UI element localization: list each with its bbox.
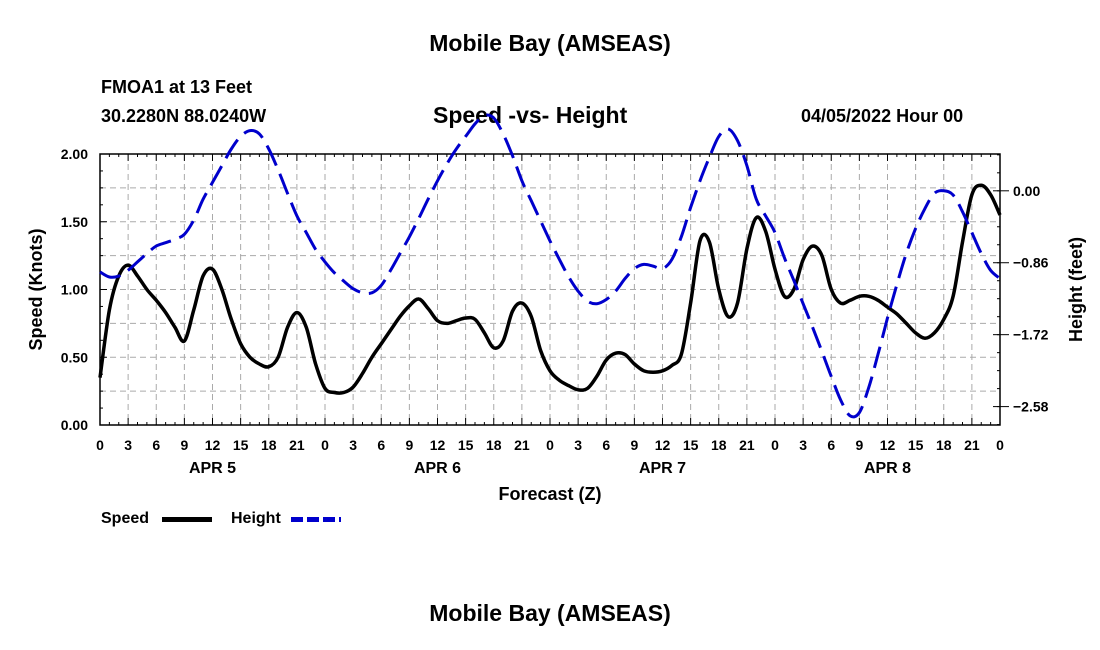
y-tick-label-right: −0.86 (1013, 255, 1049, 271)
x-tick-label: 3 (349, 437, 357, 453)
x-tick-label: 21 (739, 437, 755, 453)
day-label: APR 7 (639, 460, 686, 477)
station-coordinates: 30.2280N 88.0240W (101, 106, 267, 126)
y-tick-label-left: 0.50 (61, 349, 88, 365)
day-label: APR 6 (414, 460, 461, 477)
x-tick-label: 15 (458, 437, 474, 453)
x-tick-label: 18 (711, 437, 727, 453)
x-tick-label: 6 (602, 437, 610, 453)
legend-speed-label: Speed (101, 510, 150, 527)
x-tick-label: 15 (683, 437, 699, 453)
y-tick-label-left: 1.00 (61, 282, 88, 298)
x-tick-label: 0 (771, 437, 779, 453)
x-tick-label: 12 (205, 437, 221, 453)
x-tick-label: 21 (289, 437, 305, 453)
x-tick-label: 0 (96, 437, 104, 453)
chart-title: Mobile Bay (AMSEAS) (429, 30, 671, 56)
x-tick-label: 21 (964, 437, 980, 453)
y-tick-label-left: 2.00 (61, 146, 88, 162)
footer-title: Mobile Bay (AMSEAS) (429, 600, 671, 626)
y-tick-label-right: −2.58 (1013, 399, 1049, 415)
y-tick-label-left: 0.00 (61, 417, 88, 433)
axes (99, 153, 1009, 426)
x-tick-label: 0 (996, 437, 1004, 453)
x-tick-label: 12 (655, 437, 671, 453)
legend-height-swatch (291, 517, 341, 522)
x-tick-label: 9 (405, 437, 413, 453)
y-tick-label-right: 0.00 (1013, 183, 1040, 199)
forecast-datetime: 04/05/2022 Hour 00 (801, 106, 964, 126)
x-tick-label: 15 (908, 437, 924, 453)
x-tick-label: 18 (936, 437, 952, 453)
x-tick-label: 6 (377, 437, 385, 453)
day-label: APR 5 (189, 460, 236, 477)
x-tick-label: 15 (233, 437, 249, 453)
y-axis-title-right: Height (feet) (1066, 237, 1086, 342)
x-tick-label: 0 (321, 437, 329, 453)
x-tick-label: 0 (546, 437, 554, 453)
data-lines (98, 113, 1002, 419)
y-axis-title-left: Speed (Knots) (26, 228, 46, 350)
series-line-speed (98, 183, 1002, 395)
x-tick-label: 12 (880, 437, 896, 453)
station-label: FMOA1 at 13 Feet (101, 77, 253, 97)
legend-height-label: Height (231, 510, 281, 527)
axis-labels: 0.00 0.50 1.00 1.50 2.00 0.00 −0.86 −1.72 −2.58 0… (26, 146, 1086, 504)
legend-speed-swatch (162, 517, 212, 522)
x-tick-label: 3 (574, 437, 582, 453)
grid-lines (100, 154, 1000, 425)
x-tick-label: 21 (514, 437, 530, 453)
x-tick-label: 18 (486, 437, 502, 453)
chart-subtitle: Speed -vs- Height (433, 102, 628, 128)
x-axis-title: Forecast (Z) (498, 484, 601, 504)
y-tick-label-left: 1.50 (61, 214, 88, 230)
day-label: APR 8 (864, 460, 911, 477)
x-tick-label: 9 (630, 437, 638, 453)
x-tick-label: 6 (152, 437, 160, 453)
x-tick-label: 12 (430, 437, 446, 453)
x-tick-label: 3 (799, 437, 807, 453)
series-line-height (99, 113, 1001, 419)
y-tick-label-right: −1.72 (1013, 327, 1049, 343)
x-tick-label: 3 (124, 437, 132, 453)
x-tick-label: 9 (180, 437, 188, 453)
x-tick-label: 6 (827, 437, 835, 453)
x-tick-label: 9 (855, 437, 863, 453)
x-tick-label: 18 (261, 437, 277, 453)
